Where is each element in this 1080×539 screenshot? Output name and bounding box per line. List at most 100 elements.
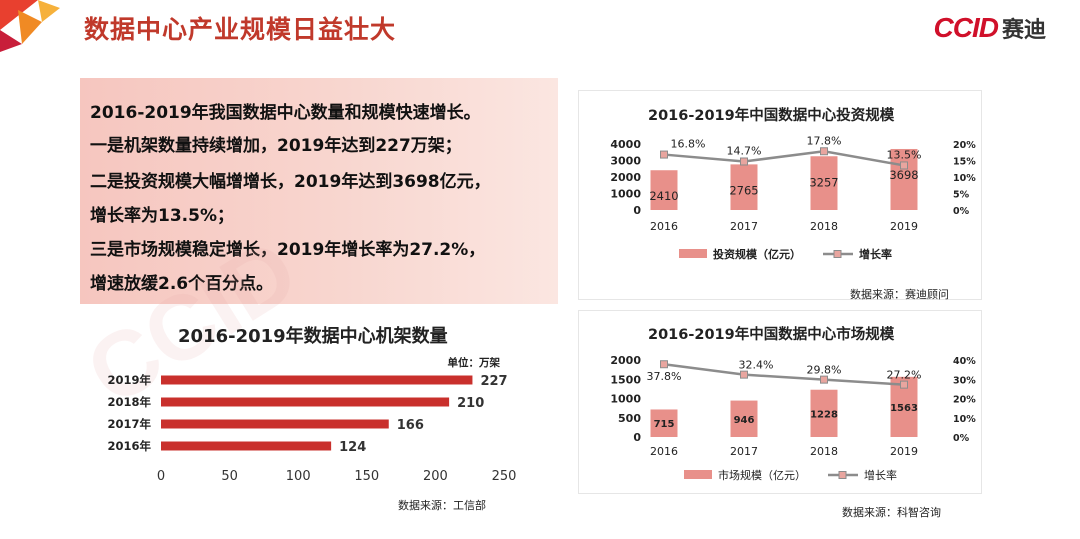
bar-data-label: 946 xyxy=(734,415,755,426)
line-data-label: 17.8% xyxy=(807,134,842,147)
x-category-label: 2016 xyxy=(650,445,678,458)
growth-marker xyxy=(740,157,748,166)
bar-data-label: 1563 xyxy=(890,403,918,414)
growth-marker xyxy=(660,150,668,159)
x-category-label: 2018 xyxy=(810,445,838,458)
legend-line-label: 增长率 xyxy=(864,468,897,482)
summary-line: 二是投资规模大幅增增长，2019年达到3698亿元， xyxy=(90,172,491,192)
bar xyxy=(730,164,758,210)
x-category-label: 2018 xyxy=(810,220,838,233)
summary-line: 增长率为13.5%； xyxy=(90,206,234,226)
growth-line xyxy=(663,362,905,386)
y-tick-label: 4000 xyxy=(610,138,641,151)
unit-label: 单位：万架 xyxy=(448,356,501,369)
y2-tick-label: 15% xyxy=(953,157,976,168)
x-category-label: 2017 xyxy=(730,220,758,233)
x-tick-label: 150 xyxy=(354,469,379,484)
line-data-label: 32.4% xyxy=(739,359,774,372)
category-label: 2018年 xyxy=(107,395,151,409)
y-tick-label: 1500 xyxy=(610,373,641,386)
y2-tick-label: 20% xyxy=(953,395,976,406)
racks-chart: 单位：万架 2019年 227 2018年 210 2017年 166 2016年 124 0 50… xyxy=(107,356,517,484)
summary-line: 增速放缓2.6个百分点。 xyxy=(90,274,274,294)
y2-tick-label: 40% xyxy=(953,356,976,367)
growth-line xyxy=(663,149,905,167)
y2-tick-label: 0% xyxy=(953,206,970,217)
logo-text: CCID xyxy=(933,12,999,43)
line-data-label: 37.8% xyxy=(647,370,682,383)
y-tick-label: 0 xyxy=(633,431,641,444)
bar xyxy=(730,400,758,437)
bar xyxy=(650,409,678,437)
ccid-logo: CCID 赛迪 xyxy=(934,12,1046,44)
category-label: 2016年 xyxy=(107,439,151,453)
market-chart-title: 2016-2019年中国数据中心市场规模 xyxy=(648,327,895,343)
legend-bar-label: 市场规模（亿元） xyxy=(718,468,806,482)
growth-marker xyxy=(660,360,668,369)
line-data-label: 27.2% xyxy=(887,369,922,382)
x-category-label: 2016 xyxy=(650,220,678,233)
y2-tick-label: 10% xyxy=(953,173,976,184)
bar-data-label: 1228 xyxy=(810,409,838,420)
line-data-label: 14.7% xyxy=(727,144,762,157)
y2-tick-label: 5% xyxy=(953,190,970,201)
x-category-label: 2017 xyxy=(730,445,758,458)
y2-tick-label: 0% xyxy=(953,433,970,444)
corner-decoration xyxy=(0,0,60,52)
growth-marker xyxy=(820,147,828,156)
bar-data-label: 3698 xyxy=(889,168,918,182)
legend-bar-swatch xyxy=(684,470,712,479)
investment-source: 数据来源：赛迪顾问 xyxy=(850,288,949,301)
x-tick-label: 250 xyxy=(492,469,517,484)
data-label: 166 xyxy=(397,418,424,433)
x-tick-label: 0 xyxy=(157,469,165,484)
summary-line: 2016-2019年我国数据中心数量和规模快速增长。 xyxy=(90,103,481,123)
bar-data-label: 2410 xyxy=(649,189,678,203)
investment-chart-title: 2016-2019年中国数据中心投资规模 xyxy=(648,108,895,124)
category-label: 2019年 xyxy=(107,373,151,387)
legend-line-marker xyxy=(833,250,842,258)
y2-tick-label: 10% xyxy=(953,414,976,425)
bar xyxy=(890,148,918,210)
line-data-label: 16.8% xyxy=(671,138,706,151)
legend-bar-label: 投资规模（亿元） xyxy=(713,247,801,261)
x-category-label: 2019 xyxy=(890,445,918,458)
y-tick-label: 3000 xyxy=(610,155,641,168)
bar-data-label: 2765 xyxy=(729,183,758,197)
y-tick-label: 1000 xyxy=(610,188,641,201)
summary-line: 一是机架数量持续增加，2019年达到227万架； xyxy=(90,136,462,156)
bar xyxy=(161,375,473,385)
x-tick-label: 50 xyxy=(221,469,238,484)
data-label: 227 xyxy=(480,374,507,389)
data-label: 124 xyxy=(339,440,366,455)
bar xyxy=(161,419,389,429)
y-tick-label: 2000 xyxy=(610,171,641,184)
data-label: 210 xyxy=(457,396,484,411)
growth-marker xyxy=(820,375,828,384)
line-data-label: 29.8% xyxy=(807,364,842,377)
legend-bar-swatch xyxy=(679,249,707,258)
bar xyxy=(161,441,332,451)
x-tick-label: 100 xyxy=(286,469,311,484)
bar-data-label: 715 xyxy=(654,419,675,430)
growth-marker xyxy=(900,380,908,389)
racks-chart-title: 2016-2019年数据中心机架数量 xyxy=(178,326,448,347)
market-source: 数据来源：科智咨询 xyxy=(842,506,941,519)
investment-chart: 0 1000 2000 3000 4000 0% 5% 10% 15% 20% 2410 2016 27… xyxy=(610,134,976,261)
bar-data-label: 3257 xyxy=(809,175,838,189)
legend-line-label: 增长率 xyxy=(859,247,892,261)
category-label: 2017年 xyxy=(107,417,151,431)
y-tick-label: 0 xyxy=(633,204,641,217)
y-tick-label: 1000 xyxy=(610,393,641,406)
y2-tick-label: 20% xyxy=(953,140,976,151)
line-data-label: 13.5% xyxy=(887,148,922,161)
x-category-label: 2019 xyxy=(890,220,918,233)
bar xyxy=(650,170,678,210)
bar xyxy=(810,156,838,210)
summary-box: 2016-2019年我国数据中心数量和规模快速增长。 一是机架数量持续增加，20… xyxy=(80,78,558,304)
x-tick-label: 200 xyxy=(423,469,448,484)
page-title: 数据中心产业规模日益壮大 xyxy=(84,15,397,44)
y2-tick-label: 30% xyxy=(953,375,976,386)
growth-marker xyxy=(900,161,908,170)
racks-source: 数据来源：工信部 xyxy=(398,499,486,512)
